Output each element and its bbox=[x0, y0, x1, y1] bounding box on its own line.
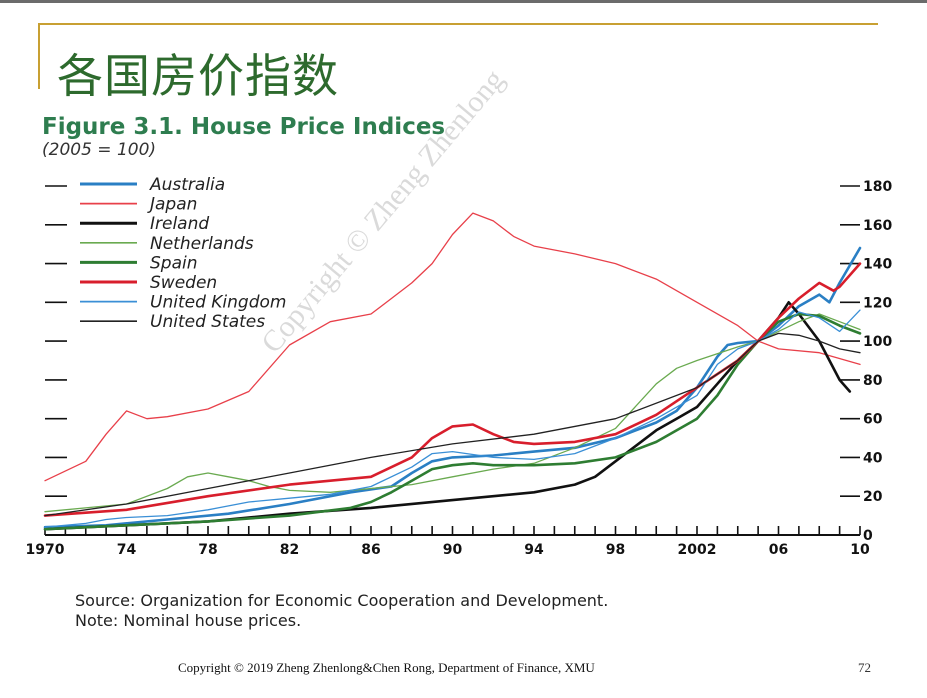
x-tick-label: 74 bbox=[117, 542, 137, 558]
note-line: Note: Nominal house prices. bbox=[75, 611, 302, 630]
x-tick-label: 94 bbox=[524, 542, 544, 558]
x-tick-label: 86 bbox=[361, 542, 380, 558]
series-line-ireland bbox=[43, 300, 852, 531]
y-tick-marks bbox=[45, 185, 860, 498]
y-tick-label: 0 bbox=[863, 528, 873, 544]
legend-label-netherlands: Netherlands bbox=[150, 234, 254, 254]
x-tick-label: 2002 bbox=[678, 542, 717, 558]
series-line-netherlands bbox=[44, 313, 861, 513]
x-tick-label: 06 bbox=[769, 542, 788, 558]
figure-title: Figure 3.1. House Price Indices bbox=[42, 114, 446, 140]
y-tick-label: 120 bbox=[863, 295, 892, 311]
legend-label-united-states: United States bbox=[150, 312, 265, 332]
y-tick-label: 40 bbox=[863, 450, 883, 466]
x-tick-label: 1970 bbox=[26, 542, 65, 558]
series-line-australia bbox=[43, 246, 862, 529]
x-axis bbox=[44, 526, 861, 536]
figure-source: Source: Organization for Economic Cooper… bbox=[75, 591, 608, 631]
legend-label-ireland: Ireland bbox=[150, 214, 209, 234]
top-rule bbox=[0, 0, 927, 3]
legend: AustraliaJapanIrelandNetherlandsSpainSwe… bbox=[80, 175, 286, 332]
legend-label-sweden: Sweden bbox=[150, 273, 217, 293]
x-tick-label: 90 bbox=[443, 542, 463, 558]
source-line: Source: Organization for Economic Cooper… bbox=[75, 591, 609, 610]
series-line-united-kingdom bbox=[44, 309, 861, 528]
y-tick-label: 80 bbox=[863, 373, 883, 389]
y-tick-label: 140 bbox=[863, 257, 892, 273]
x-tick-label: 82 bbox=[280, 542, 299, 558]
series-line-japan bbox=[44, 212, 861, 482]
figure-subtitle: (2005 = 100) bbox=[42, 140, 157, 160]
y-tick-label: 160 bbox=[863, 218, 892, 234]
x-tick-label: 78 bbox=[198, 542, 217, 558]
series-line-united-states bbox=[44, 332, 861, 517]
legend-label-japan: Japan bbox=[147, 195, 197, 215]
series-lines bbox=[43, 212, 862, 531]
y-tick-label: 180 bbox=[863, 179, 892, 195]
copyright-footer: Copyright © 2019 Zheng Zhenlong&Chen Ron… bbox=[178, 660, 595, 675]
series-line-spain bbox=[43, 312, 862, 531]
legend-label-spain: Spain bbox=[150, 253, 198, 273]
y-tick-label: 60 bbox=[863, 412, 883, 428]
x-tick-label: 10 bbox=[850, 542, 870, 558]
title-frame bbox=[38, 23, 878, 89]
y-tick-label: 20 bbox=[863, 489, 883, 505]
y-tick-label: 100 bbox=[863, 334, 892, 350]
x-tick-labels: 1970 74 78 82 86 90 94 98 2002 06 10 bbox=[26, 542, 870, 558]
y-tick-labels: 0 20 40 60 80 100 120 140 160 180 bbox=[863, 179, 892, 544]
page-number: 72 bbox=[858, 660, 871, 675]
legend-label-united-kingdom: United Kingdom bbox=[150, 293, 286, 313]
series-line-sweden bbox=[43, 262, 862, 517]
slide-title: 各国房价指数 bbox=[57, 49, 339, 103]
legend-label-australia: Australia bbox=[149, 175, 225, 195]
x-tick-label: 98 bbox=[606, 542, 625, 558]
